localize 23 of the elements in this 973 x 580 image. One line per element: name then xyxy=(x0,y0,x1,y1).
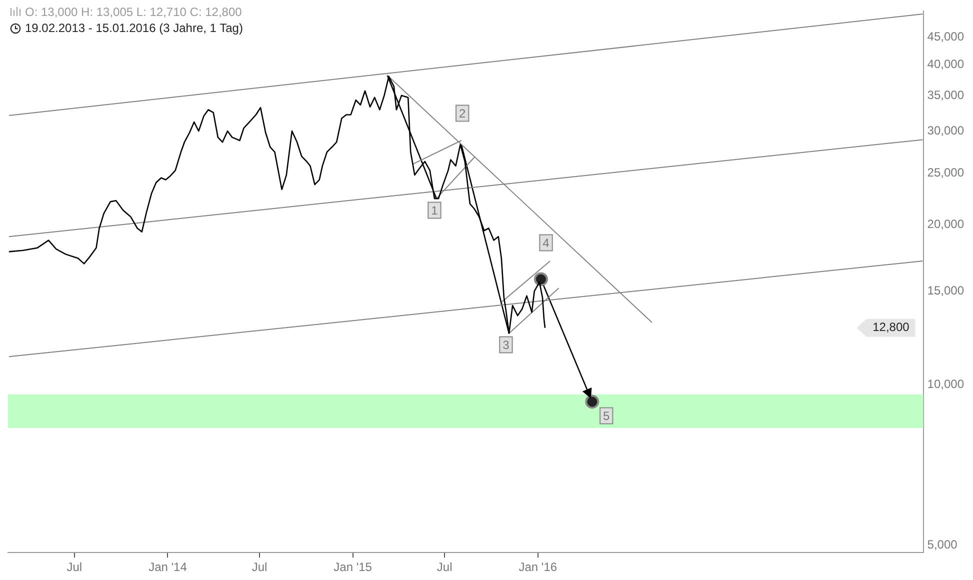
y-tick-label: 10,000 xyxy=(927,377,964,392)
annotation: 2 xyxy=(459,106,466,121)
x-tick-label: Jan '15 xyxy=(334,560,372,574)
annotation: 5 xyxy=(603,409,610,424)
y-tick-label: 5,000 xyxy=(927,537,958,552)
y-tick-label: 30,000 xyxy=(927,123,964,138)
x-tick-label: Jul xyxy=(66,560,82,574)
text: 19.02.2013 - 15.01.2016 (3 Jahre, 1 Tag) xyxy=(25,20,243,36)
y-tick-label: 35,000 xyxy=(927,88,964,102)
chart-title: O: 13,000 H: 13,005 L: 12,710 C: 12,800 xyxy=(25,4,242,20)
y-tick-label: 20,000 xyxy=(927,217,964,232)
annotation: 4 xyxy=(542,236,550,250)
y-tick-label: 15,000 xyxy=(927,284,964,298)
x-tick-label: Jul xyxy=(252,560,268,574)
annotation: 12,800 xyxy=(872,320,910,334)
x-tick-label: Jan '14 xyxy=(148,560,188,574)
annotation: 1 xyxy=(431,204,438,218)
y-tick-label: 40,000 xyxy=(927,56,964,71)
annotation: 3 xyxy=(502,338,510,352)
x-tick-label: Jan '16 xyxy=(518,560,558,574)
y-tick-label: 25,000 xyxy=(927,166,964,180)
y-tick-label: 45,000 xyxy=(927,30,964,44)
x-tick-label: Jul xyxy=(436,560,452,574)
